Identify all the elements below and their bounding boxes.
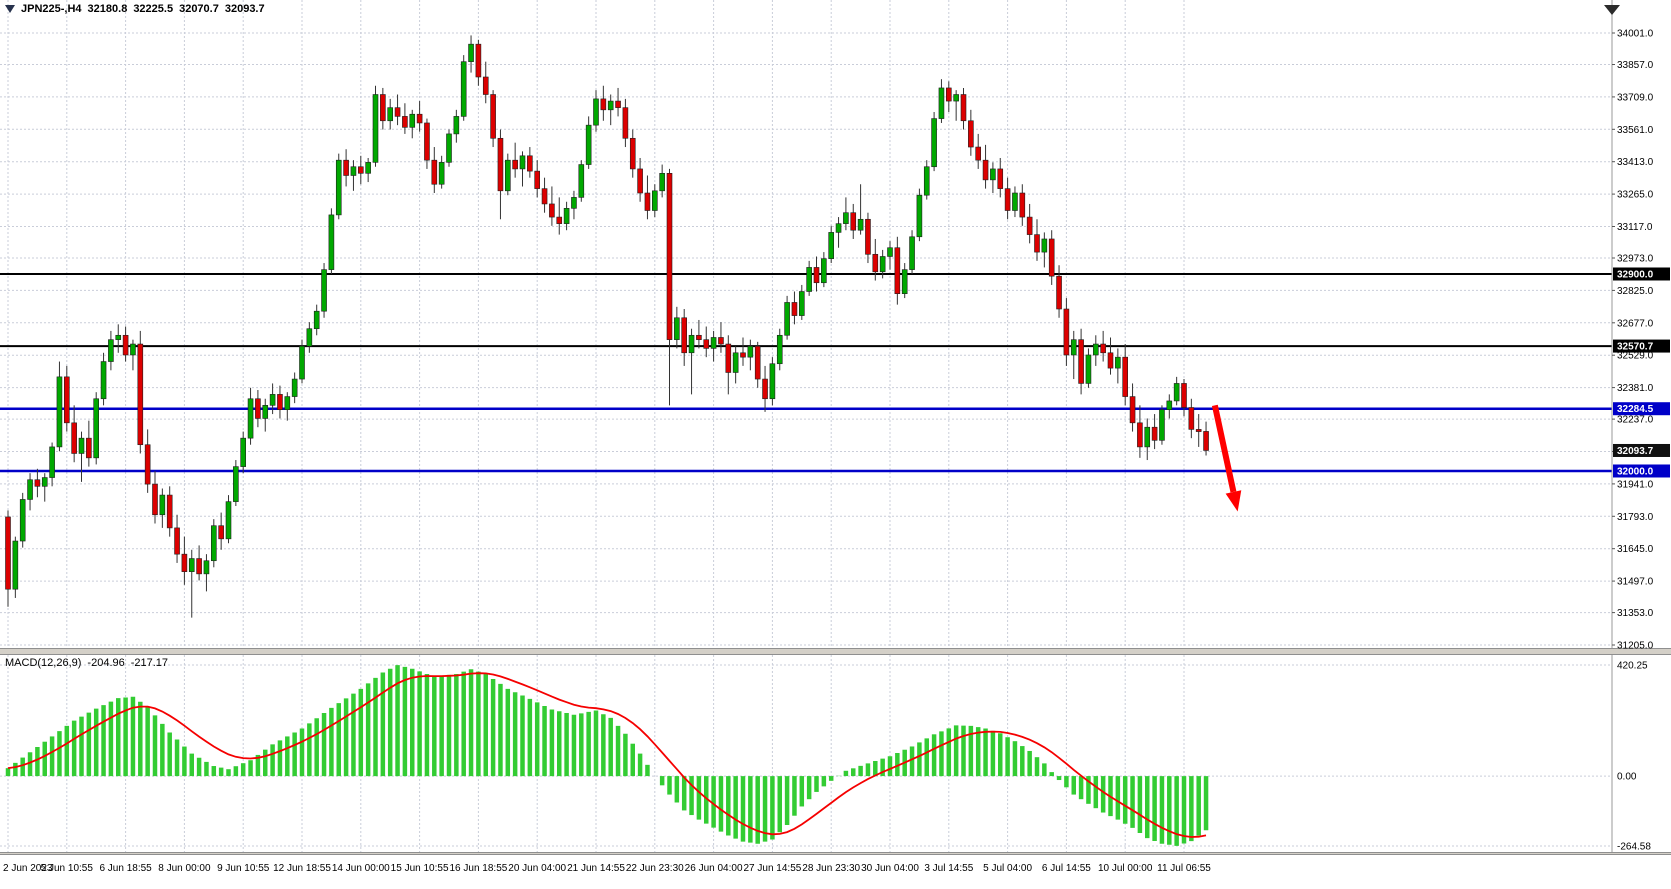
- svg-text:32570.7: 32570.7: [1617, 342, 1654, 353]
- svg-text:30 Jun 04:00: 30 Jun 04:00: [861, 863, 919, 874]
- chart-shift-marker: [1604, 5, 1620, 15]
- grid-layer: [0, 0, 1612, 852]
- svg-text:32284.5: 32284.5: [1617, 404, 1654, 415]
- svg-text:31941.0: 31941.0: [1617, 479, 1654, 490]
- horizontal-lines-layer[interactable]: [0, 272, 1612, 473]
- svg-text:31645.0: 31645.0: [1617, 544, 1654, 555]
- svg-text:6 Jul 14:55: 6 Jul 14:55: [1042, 863, 1091, 874]
- ohlc-close: 32093.7: [224, 3, 265, 15]
- svg-text:31205.0: 31205.0: [1617, 641, 1654, 652]
- svg-text:5 Jul 04:00: 5 Jul 04:00: [983, 863, 1032, 874]
- candles-layer: [5, 35, 1209, 618]
- pane-dividers: [0, 648, 1671, 855]
- chart-title: JPN225-,H4 32180.8 32225.5 32070.7 32093…: [5, 3, 265, 15]
- svg-text:420.25: 420.25: [1617, 661, 1648, 672]
- svg-text:0.00: 0.00: [1617, 772, 1637, 783]
- macd-value: -204.96: [87, 657, 125, 669]
- svg-text:6 Jun 18:55: 6 Jun 18:55: [99, 863, 152, 874]
- svg-text:32000.0: 32000.0: [1617, 466, 1654, 477]
- svg-text:33413.0: 33413.0: [1617, 157, 1654, 168]
- macd-indicator-label: MACD(12,26,9) -204.96 -217.17: [5, 657, 168, 669]
- ohlc-open: 32180.8: [87, 3, 128, 15]
- svg-text:34001.0: 34001.0: [1617, 29, 1654, 40]
- svg-text:33857.0: 33857.0: [1617, 60, 1654, 71]
- svg-text:33709.0: 33709.0: [1617, 92, 1654, 103]
- svg-text:26 Jun 04:00: 26 Jun 04:00: [685, 863, 743, 874]
- svg-text:14 Jun 00:00: 14 Jun 00:00: [332, 863, 390, 874]
- svg-text:21 Jun 14:55: 21 Jun 14:55: [567, 863, 625, 874]
- svg-text:15 Jun 10:55: 15 Jun 10:55: [391, 863, 449, 874]
- svg-text:32973.0: 32973.0: [1617, 254, 1654, 265]
- svg-text:9 Jun 10:55: 9 Jun 10:55: [217, 863, 270, 874]
- svg-text:31497.0: 31497.0: [1617, 577, 1654, 588]
- svg-text:11 Jul 06:55: 11 Jul 06:55: [1157, 863, 1211, 874]
- svg-text:12 Jun 18:55: 12 Jun 18:55: [273, 863, 331, 874]
- svg-text:8 Jun 00:00: 8 Jun 00:00: [158, 863, 211, 874]
- svg-text:10 Jul 00:00: 10 Jul 00:00: [1098, 863, 1153, 874]
- svg-text:2 Jun 2023: 2 Jun 2023: [3, 863, 53, 874]
- svg-text:32381.0: 32381.0: [1617, 383, 1654, 394]
- svg-text:33561.0: 33561.0: [1617, 125, 1654, 136]
- macd-signal-value: -217.17: [130, 657, 169, 669]
- svg-text:32237.0: 32237.0: [1617, 415, 1654, 426]
- svg-text:27 Jun 14:55: 27 Jun 14:55: [743, 863, 801, 874]
- window-marker-icon: [5, 5, 15, 13]
- svg-text:22 Jun 23:30: 22 Jun 23:30: [626, 863, 684, 874]
- price-axis[interactable]: 34001.0 33857.0 33709.0 33561.0 33413.0 33265…: [1612, 29, 1670, 853]
- svg-text:28 Jun 23:30: 28 Jun 23:30: [802, 863, 860, 874]
- macd-name: MACD(12,26,9): [5, 657, 82, 669]
- svg-text:-264.58: -264.58: [1617, 842, 1651, 853]
- symbol-timeframe: JPN225-,H4: [21, 3, 82, 15]
- svg-text:3 Jul 14:55: 3 Jul 14:55: [924, 863, 973, 874]
- svg-text:32093.7: 32093.7: [1617, 446, 1654, 457]
- macd-indicator-layer: [5, 665, 1209, 846]
- ohlc-low: 32070.7: [179, 3, 219, 15]
- trend-arrow-annotation[interactable]: [1211, 404, 1242, 512]
- svg-text:5 Jun 10:55: 5 Jun 10:55: [41, 863, 94, 874]
- svg-text:32529.0: 32529.0: [1617, 351, 1654, 362]
- ohlc-high: 32225.5: [133, 3, 174, 15]
- svg-text:33117.0: 33117.0: [1617, 222, 1653, 233]
- svg-text:33265.0: 33265.0: [1617, 190, 1654, 201]
- svg-text:32825.0: 32825.0: [1617, 286, 1654, 297]
- svg-text:16 Jun 18:55: 16 Jun 18:55: [449, 863, 507, 874]
- svg-text:31353.0: 31353.0: [1617, 608, 1654, 619]
- svg-text:32677.0: 32677.0: [1617, 318, 1654, 329]
- svg-text:31793.0: 31793.0: [1617, 512, 1654, 523]
- svg-text:20 Jun 04:00: 20 Jun 04:00: [508, 863, 566, 874]
- svg-text:32900.0: 32900.0: [1617, 269, 1654, 280]
